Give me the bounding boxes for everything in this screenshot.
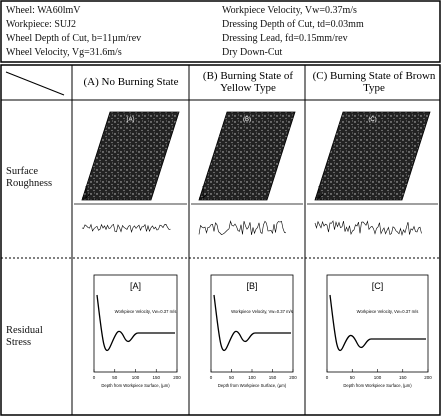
plot-label: [C] bbox=[372, 281, 384, 291]
plot-note: Workpiece Velocity, Vw=0.37 m/s bbox=[231, 309, 293, 314]
roughness-map bbox=[82, 112, 179, 200]
roughness-profile bbox=[199, 221, 286, 235]
condition: Workpiece Velocity, Vw=0.37m/s bbox=[222, 5, 437, 16]
condition: Wheel Depth of Cut, b=11µm/rev bbox=[6, 33, 216, 44]
condition: Dressing Lead, fd=0.15mm/rev bbox=[222, 33, 437, 44]
plot-note: Workpiece Velocity, Vw=0.37 m/s bbox=[115, 309, 177, 314]
column-header: (C) Burning State of Brown Type bbox=[312, 70, 436, 94]
page: (A) [A] Workpiece Velocity, Vw=0.37 m/s 0 50… bbox=[0, 0, 441, 416]
diagonal bbox=[6, 72, 64, 95]
roughness-label: (B) bbox=[243, 117, 251, 123]
x-tick-label: 150 bbox=[269, 375, 277, 380]
condition: Dry Down-Cut bbox=[222, 47, 437, 58]
roughness-profile bbox=[82, 224, 171, 232]
row-header: Residual Stress bbox=[6, 325, 56, 349]
roughness-map bbox=[315, 112, 430, 200]
column-header: (B) Burning State of Yellow Type bbox=[196, 70, 300, 94]
stress-curve bbox=[214, 295, 291, 350]
x-axis-label: Depth from Workpiece Surface, (µm) bbox=[101, 383, 170, 388]
x-tick-label: 100 bbox=[132, 375, 140, 380]
x-tick-label: 200 bbox=[289, 375, 297, 380]
figure: (A) [A] Workpiece Velocity, Vw=0.37 m/s 0 50… bbox=[0, 0, 441, 416]
plot-label: [B] bbox=[246, 281, 257, 291]
stress-curve bbox=[330, 295, 426, 350]
condition: Wheel: WA60lmV bbox=[6, 5, 216, 16]
condition: Workpiece: SUJ2 bbox=[6, 19, 216, 30]
x-axis-label: Depth from Workpiece Surface, (µm) bbox=[218, 383, 287, 388]
column-header: (A) No Burning State bbox=[74, 76, 188, 88]
condition: Wheel Velocity, Vg=31.6m/s bbox=[6, 47, 216, 58]
row-header: Surface Roughness bbox=[6, 166, 66, 190]
condition: Dressing Depth of Cut, td=0.03mm bbox=[222, 19, 437, 30]
x-tick-label: 50 bbox=[229, 375, 235, 380]
plot-label: [A] bbox=[130, 281, 141, 291]
x-axis-label: Depth from Workpiece Surface, (µm) bbox=[343, 383, 412, 388]
x-tick-label: 50 bbox=[112, 375, 118, 380]
x-tick-label: 150 bbox=[399, 375, 407, 380]
roughness-label: (C) bbox=[368, 117, 376, 123]
x-tick-label: 0 bbox=[210, 375, 213, 380]
x-tick-label: 0 bbox=[326, 375, 329, 380]
x-tick-label: 0 bbox=[93, 375, 96, 380]
x-tick-label: 200 bbox=[424, 375, 432, 380]
x-tick-label: 100 bbox=[374, 375, 382, 380]
plot-note: Workpiece Velocity, Vw=0.37 m/s bbox=[357, 309, 419, 314]
roughness-map bbox=[199, 112, 295, 200]
x-tick-label: 100 bbox=[248, 375, 256, 380]
roughness-profile bbox=[315, 221, 422, 235]
stress-curve bbox=[97, 295, 175, 350]
x-tick-label: 150 bbox=[152, 375, 160, 380]
roughness-label: (A) bbox=[127, 117, 135, 123]
x-tick-label: 200 bbox=[173, 375, 181, 380]
x-tick-label: 50 bbox=[350, 375, 356, 380]
